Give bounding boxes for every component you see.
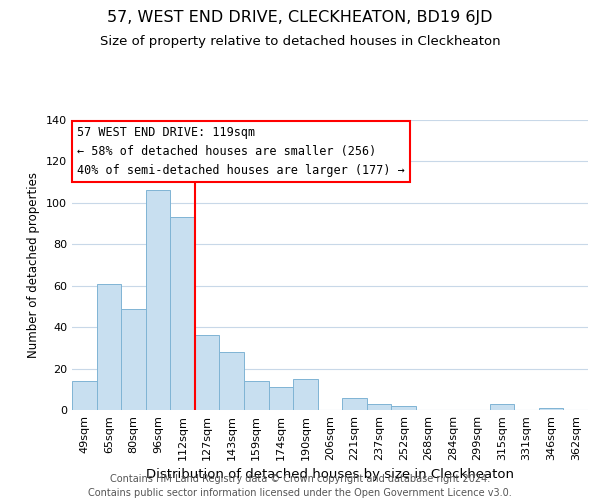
Bar bbox=[146, 190, 170, 410]
Bar bbox=[269, 387, 293, 410]
Bar bbox=[293, 379, 318, 410]
Bar bbox=[244, 381, 269, 410]
Bar bbox=[490, 404, 514, 410]
Bar bbox=[367, 404, 391, 410]
Bar bbox=[391, 406, 416, 410]
Bar bbox=[195, 336, 220, 410]
Bar bbox=[121, 308, 146, 410]
X-axis label: Distribution of detached houses by size in Cleckheaton: Distribution of detached houses by size … bbox=[146, 468, 514, 481]
Text: 57 WEST END DRIVE: 119sqm
← 58% of detached houses are smaller (256)
40% of semi: 57 WEST END DRIVE: 119sqm ← 58% of detac… bbox=[77, 126, 405, 177]
Bar bbox=[72, 381, 97, 410]
Bar bbox=[342, 398, 367, 410]
Bar bbox=[170, 218, 195, 410]
Text: Contains HM Land Registry data © Crown copyright and database right 2024.
Contai: Contains HM Land Registry data © Crown c… bbox=[88, 474, 512, 498]
Text: Size of property relative to detached houses in Cleckheaton: Size of property relative to detached ho… bbox=[100, 35, 500, 48]
Bar bbox=[220, 352, 244, 410]
Bar bbox=[97, 284, 121, 410]
Y-axis label: Number of detached properties: Number of detached properties bbox=[28, 172, 40, 358]
Text: 57, WEST END DRIVE, CLECKHEATON, BD19 6JD: 57, WEST END DRIVE, CLECKHEATON, BD19 6J… bbox=[107, 10, 493, 25]
Bar bbox=[539, 408, 563, 410]
